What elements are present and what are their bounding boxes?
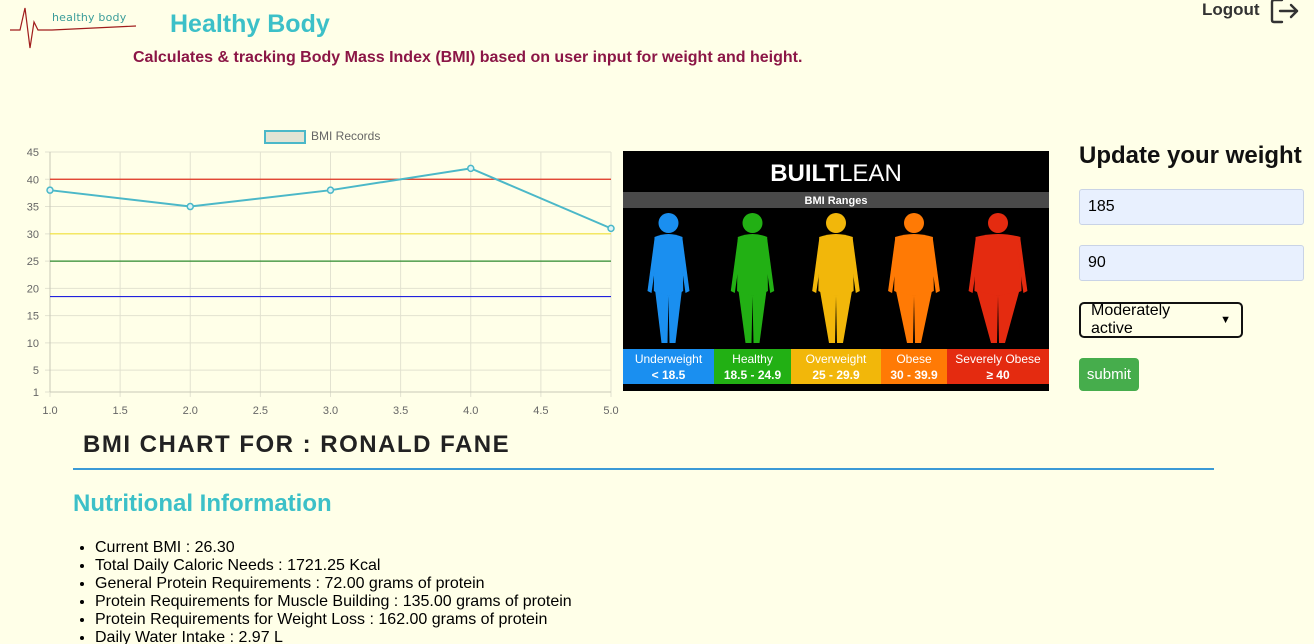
bmi-figure-icon bbox=[647, 213, 690, 343]
y-tick-label: 10 bbox=[27, 338, 39, 350]
x-tick-label: 4.0 bbox=[463, 405, 478, 417]
bmi-range-label: Overweight bbox=[806, 352, 867, 366]
bmi-range-band bbox=[714, 349, 791, 384]
bmi-range-value: 18.5 - 24.9 bbox=[724, 368, 782, 382]
y-tick-label: 25 bbox=[27, 256, 39, 268]
activity-selected-value: Moderately active bbox=[1091, 302, 1171, 337]
logout-icon bbox=[1270, 0, 1298, 24]
bmi-ranges-svg: BUILTLEAN BMI Ranges Underweight < 18.5 He… bbox=[623, 151, 1049, 391]
bmi-data-point[interactable] bbox=[46, 186, 54, 194]
update-weight-title: Update your weight bbox=[1079, 142, 1302, 169]
nutrition-title: Nutritional Information bbox=[73, 490, 332, 517]
bmi-range-label: Obese bbox=[896, 352, 932, 366]
x-tick-label: 1.0 bbox=[42, 405, 57, 417]
nutrition-item: Daily Water Intake : 2.97 L bbox=[95, 629, 572, 644]
section-divider bbox=[73, 468, 1214, 470]
brand-light: LEAN bbox=[839, 160, 902, 187]
activity-level-select[interactable]: Moderately active ▼ bbox=[1079, 302, 1243, 338]
y-tick-label: 5 bbox=[33, 365, 39, 377]
logout-label: Logout bbox=[1202, 0, 1260, 19]
app-title: Healthy Body bbox=[170, 10, 330, 38]
heartbeat-logo-icon bbox=[10, 7, 136, 49]
nutrition-item: Protein Requirements for Weight Loss : 1… bbox=[95, 611, 572, 629]
bmi-figure-icon bbox=[812, 213, 860, 343]
bmi-range-label: Underweight bbox=[635, 352, 703, 366]
logo-text: healthy body bbox=[52, 11, 127, 24]
bmi-figure-icon bbox=[888, 213, 940, 343]
bmi-range-value: < 18.5 bbox=[652, 368, 686, 382]
bmi-range-label: Severely Obese bbox=[955, 352, 1041, 366]
x-tick-label: 3.0 bbox=[323, 405, 338, 417]
x-tick-label: 2.5 bbox=[253, 405, 268, 417]
y-tick-label: 1 bbox=[33, 387, 39, 399]
bmi-chart-svg: 1.0 1.5 2.0 2.5 3.0 3.5 4.0 4.5 5.0 45 40 35 30 25 20 1… bbox=[27, 129, 619, 417]
submit-button[interactable]: submit bbox=[1079, 358, 1139, 391]
bmi-line-chart: 1.0 1.5 2.0 2.5 3.0 3.5 4.0 4.5 5.0 45 40 35 30 25 20 1… bbox=[0, 120, 620, 420]
tagline: Calculates & tracking Body Mass Index (B… bbox=[133, 49, 803, 66]
bmi-ranges-heading: BMI Ranges bbox=[805, 195, 868, 207]
app-logo[interactable]: healthy body bbox=[8, 0, 136, 50]
chevron-down-icon: ▼ bbox=[1220, 314, 1231, 326]
nutrition-item: Current BMI : 26.30 bbox=[95, 539, 572, 557]
brand-bold: BUILT bbox=[770, 160, 839, 187]
height-input[interactable] bbox=[1079, 245, 1304, 281]
bmi-range-value: 25 - 29.9 bbox=[812, 368, 860, 382]
bmi-figure-icon bbox=[968, 213, 1028, 343]
y-tick-label: 30 bbox=[27, 229, 39, 241]
nutrition-item: Protein Requirements for Muscle Building… bbox=[95, 593, 572, 611]
x-tick-label: 5.0 bbox=[603, 405, 618, 417]
legend-label: BMI Records bbox=[311, 129, 380, 143]
bmi-figure-icon bbox=[730, 213, 775, 343]
bmi-ranges-image: BUILTLEAN BMI Ranges Underweight < 18.5 He… bbox=[623, 151, 1049, 391]
svg-text:BUILTLEAN: BUILTLEAN bbox=[770, 160, 902, 187]
y-tick-label: 40 bbox=[27, 174, 39, 186]
bmi-range-band bbox=[947, 349, 1049, 384]
weight-input[interactable] bbox=[1079, 189, 1304, 225]
bmi-chart-title: BMI CHART FOR : RONALD FANE bbox=[83, 431, 511, 458]
nutrition-list: Current BMI : 26.30 Total Daily Caloric … bbox=[95, 539, 572, 644]
x-tick-label: 3.5 bbox=[393, 405, 408, 417]
y-tick-label: 35 bbox=[27, 202, 39, 214]
nutrition-item: Total Daily Caloric Needs : 1721.25 Kcal bbox=[95, 557, 572, 575]
bmi-data-point[interactable] bbox=[326, 186, 335, 194]
x-tick-label: 1.5 bbox=[112, 405, 127, 417]
y-tick-label: 15 bbox=[27, 311, 39, 323]
legend-swatch bbox=[264, 130, 306, 144]
y-tick-label: 20 bbox=[27, 283, 39, 295]
bmi-range-band bbox=[791, 349, 881, 384]
bmi-range-band bbox=[881, 349, 947, 384]
bmi-data-point[interactable] bbox=[186, 202, 194, 211]
bmi-range-band bbox=[623, 349, 714, 384]
nutrition-item: General Protein Requirements : 72.00 gra… bbox=[95, 575, 572, 593]
x-tick-label: 2.0 bbox=[183, 405, 198, 417]
logout-link[interactable]: Logout bbox=[1202, 0, 1300, 24]
bmi-range-label: Healthy bbox=[732, 352, 773, 366]
y-tick-label: 45 bbox=[27, 147, 39, 159]
bmi-data-point[interactable] bbox=[467, 164, 475, 173]
x-tick-label: 4.5 bbox=[533, 405, 548, 417]
bmi-data-point[interactable] bbox=[607, 224, 615, 233]
bmi-range-value: ≥ 40 bbox=[986, 368, 1010, 382]
chart-legend[interactable]: BMI Records bbox=[264, 129, 380, 144]
bmi-range-value: 30 - 39.9 bbox=[890, 368, 938, 382]
